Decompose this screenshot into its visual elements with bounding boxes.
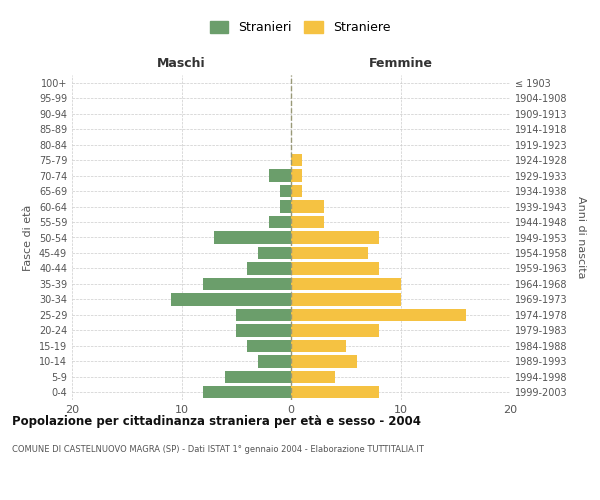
Bar <box>170 293 291 306</box>
Bar <box>291 324 379 336</box>
Bar <box>291 247 368 259</box>
Bar <box>258 247 291 259</box>
Bar <box>291 293 401 306</box>
Bar <box>236 308 291 321</box>
Bar <box>247 340 291 352</box>
Text: Popolazione per cittadinanza straniera per età e sesso - 2004: Popolazione per cittadinanza straniera p… <box>12 415 421 428</box>
Y-axis label: Anni di nascita: Anni di nascita <box>576 196 586 279</box>
Bar <box>236 324 291 336</box>
Bar <box>280 185 291 198</box>
Bar <box>226 370 291 383</box>
Bar <box>291 170 302 182</box>
Bar <box>203 386 291 398</box>
Bar <box>291 154 302 166</box>
Bar <box>247 262 291 274</box>
Bar <box>269 216 291 228</box>
Bar <box>269 170 291 182</box>
Bar <box>291 185 302 198</box>
Bar <box>203 278 291 290</box>
Bar <box>291 216 324 228</box>
Text: Maschi: Maschi <box>157 58 206 70</box>
Bar <box>291 308 466 321</box>
Bar <box>291 278 401 290</box>
Y-axis label: Fasce di età: Fasce di età <box>23 204 33 270</box>
Bar <box>280 200 291 212</box>
Bar <box>291 262 379 274</box>
Bar <box>258 355 291 368</box>
Bar <box>291 370 335 383</box>
Bar <box>291 386 379 398</box>
Bar <box>214 232 291 243</box>
Bar <box>291 355 357 368</box>
Bar <box>291 200 324 212</box>
Bar <box>291 232 379 243</box>
Bar <box>291 340 346 352</box>
Legend: Stranieri, Straniere: Stranieri, Straniere <box>205 16 395 40</box>
Text: COMUNE DI CASTELNUOVO MAGRA (SP) - Dati ISTAT 1° gennaio 2004 - Elaborazione TUT: COMUNE DI CASTELNUOVO MAGRA (SP) - Dati … <box>12 445 424 454</box>
Text: Femmine: Femmine <box>368 58 433 70</box>
